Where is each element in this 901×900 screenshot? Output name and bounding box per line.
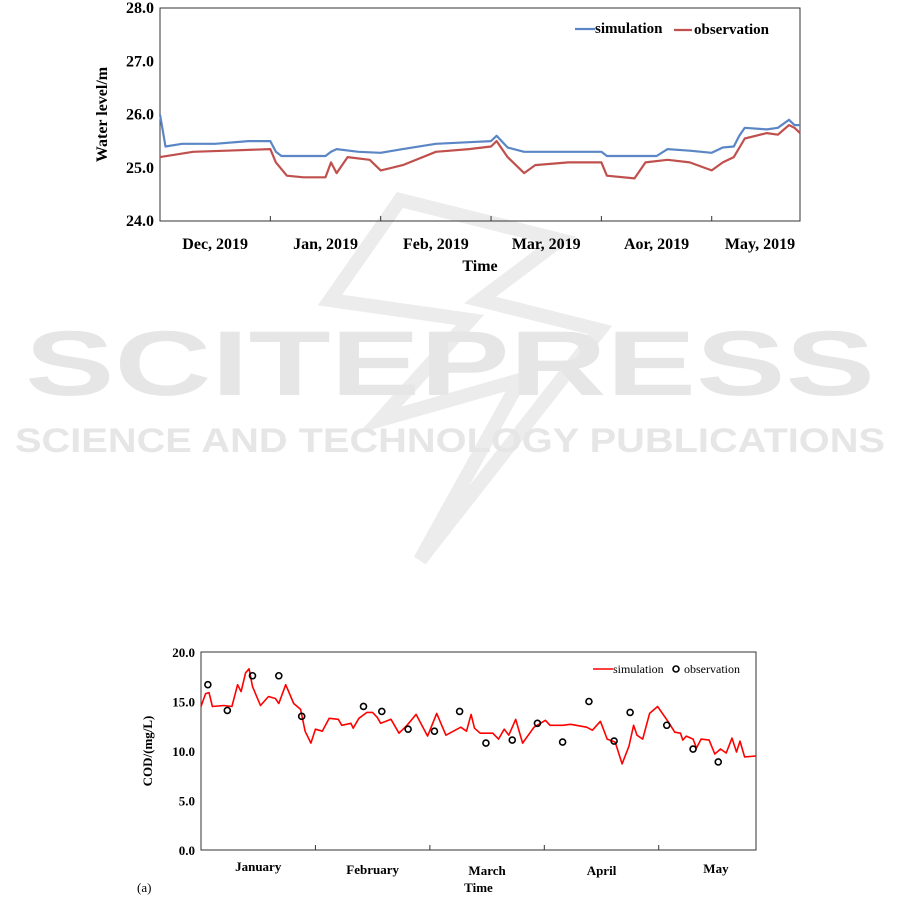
x-category-label: May	[703, 861, 729, 876]
y-axis-title: COD/(mg/L)	[140, 716, 155, 787]
observation-line	[159, 124, 801, 180]
watermark-title: SCITEPRESS	[25, 313, 875, 415]
observation-point	[533, 719, 542, 728]
y-tick-label: 20.0	[172, 645, 195, 660]
observation-point	[204, 680, 212, 689]
legend: simulation observation	[575, 21, 770, 38]
x-category-label: January	[235, 859, 282, 874]
x-category-label: Jan, 2019	[293, 236, 358, 253]
observation-point	[689, 745, 697, 753]
legend-label-simulation: simulation	[613, 662, 664, 676]
legend-label-simulation: simulation	[595, 21, 663, 37]
observation-point	[455, 707, 464, 716]
y-tick-label: 5.0	[179, 794, 195, 809]
y-tick-label: 28.0	[126, 0, 154, 17]
observation-point	[430, 727, 439, 736]
x-category-label: May, 2019	[725, 236, 795, 253]
x-category-label: Aor, 2019	[624, 236, 689, 253]
plot-frame	[200, 651, 757, 851]
legend-label-observation: observation	[684, 662, 740, 676]
x-category-label: February	[346, 862, 399, 877]
observation-point	[610, 737, 618, 745]
observation-point	[662, 721, 671, 730]
legend-label-observation: observation	[694, 22, 770, 38]
x-category-label: Dec, 2019	[182, 236, 248, 253]
x-category-label: Feb, 2019	[403, 236, 469, 253]
y-tick-label: 10.0	[172, 744, 195, 759]
observation-point	[359, 702, 368, 711]
x-category-label: March	[468, 863, 506, 878]
observation-point	[378, 707, 386, 716]
observation-point	[248, 671, 257, 680]
watermark-subtitle: SCIENCE AND TECHNOLOGY PUBLICATIONS	[15, 422, 885, 460]
water-level-chart: 24.0 25.0 26.0 27.0 28.0 Dec, 2019 Jan, 2019 Fe…	[94, 0, 801, 275]
observation-point	[404, 725, 412, 734]
observation-point	[482, 739, 490, 747]
observation-point	[626, 708, 634, 717]
watermark-logo-shape	[317, 192, 613, 565]
x-axis-title: Time	[464, 880, 493, 895]
y-tick-label: 27.0	[126, 53, 154, 70]
cod-chart: 0.0 5.0 10.0 15.0 20.0 January February March Ap…	[137, 645, 757, 895]
simulation-line	[158, 114, 800, 158]
x-category-label: Mar, 2019	[512, 236, 581, 253]
y-axis-title: Water level/m	[94, 66, 111, 162]
x-category-label: April	[587, 863, 617, 878]
observation-point	[558, 738, 567, 746]
y-tick-label: 15.0	[172, 695, 195, 710]
observation-point	[714, 758, 723, 766]
x-axis-title: Time	[462, 258, 497, 275]
y-tick-label: 24.0	[126, 213, 154, 230]
observation-point	[275, 671, 283, 680]
watermark: SCITEPRESS SCIENCE AND TECHNOLOGY PUBLIC…	[15, 192, 885, 565]
simulation-line	[200, 668, 757, 765]
y-tick-label: 26.0	[126, 107, 154, 124]
legend: simulation observation	[593, 662, 740, 676]
panel-label: (a)	[137, 880, 151, 895]
observation-point	[297, 712, 306, 721]
observation-point	[585, 697, 593, 706]
observation-point	[223, 706, 232, 715]
y-tick-label: 25.0	[126, 160, 154, 177]
observation-point	[508, 736, 517, 744]
plot-frame	[159, 7, 801, 222]
y-tick-label: 0.0	[179, 843, 195, 858]
legend-marker-observation	[672, 665, 680, 673]
